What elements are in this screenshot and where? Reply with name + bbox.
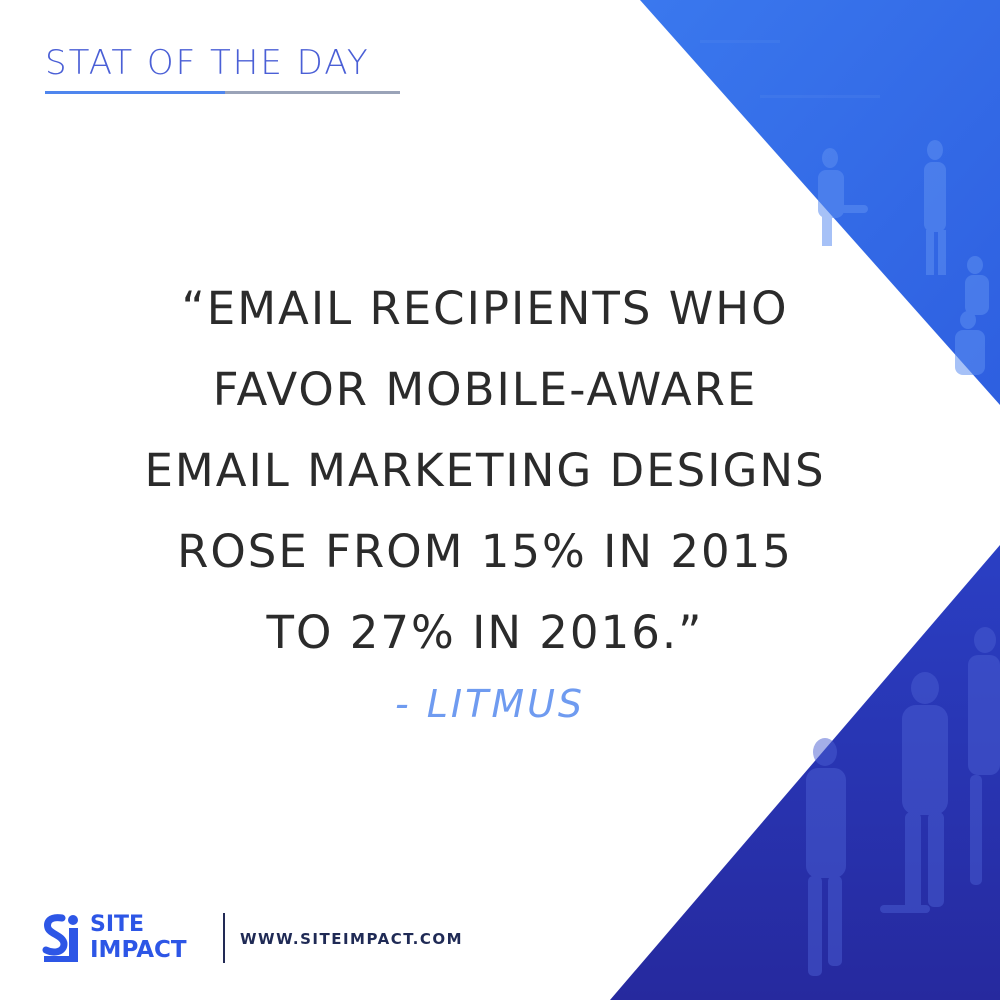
site-impact-logo-icon [42, 914, 78, 962]
site-impact-logo: SITE IMPACT [42, 912, 212, 964]
logo-word-site: SITE [90, 912, 145, 937]
bottom-blue-triangle [610, 545, 1000, 1000]
stat-quote: “EMAIL RECIPIENTS WHO FAVOR MOBILE-AWARE… [60, 268, 910, 673]
website-url: WWW.SITEIMPACT.COM [240, 930, 464, 948]
quote-line: EMAIL MARKETING DESIGNS [144, 444, 826, 497]
quote-line: ROSE FROM 15% IN 2015 [177, 525, 793, 578]
title-underline-accent [45, 91, 225, 94]
header: STAT OF THE DAY [45, 40, 400, 94]
quote-line: “EMAIL RECIPIENTS WHO [181, 282, 789, 335]
quote-line: TO 27% IN 2016.” [266, 606, 704, 659]
footer-divider [223, 913, 225, 963]
quote-line: FAVOR MOBILE-AWARE [212, 363, 758, 416]
title-underline [45, 91, 400, 94]
logo-word-impact: IMPACT [90, 937, 187, 963]
bottom-photo-figures [806, 627, 1000, 976]
page-title: STAT OF THE DAY [45, 43, 370, 83]
top-photo-figures [700, 40, 989, 375]
quote-attribution: - LITMUS [394, 682, 586, 726]
